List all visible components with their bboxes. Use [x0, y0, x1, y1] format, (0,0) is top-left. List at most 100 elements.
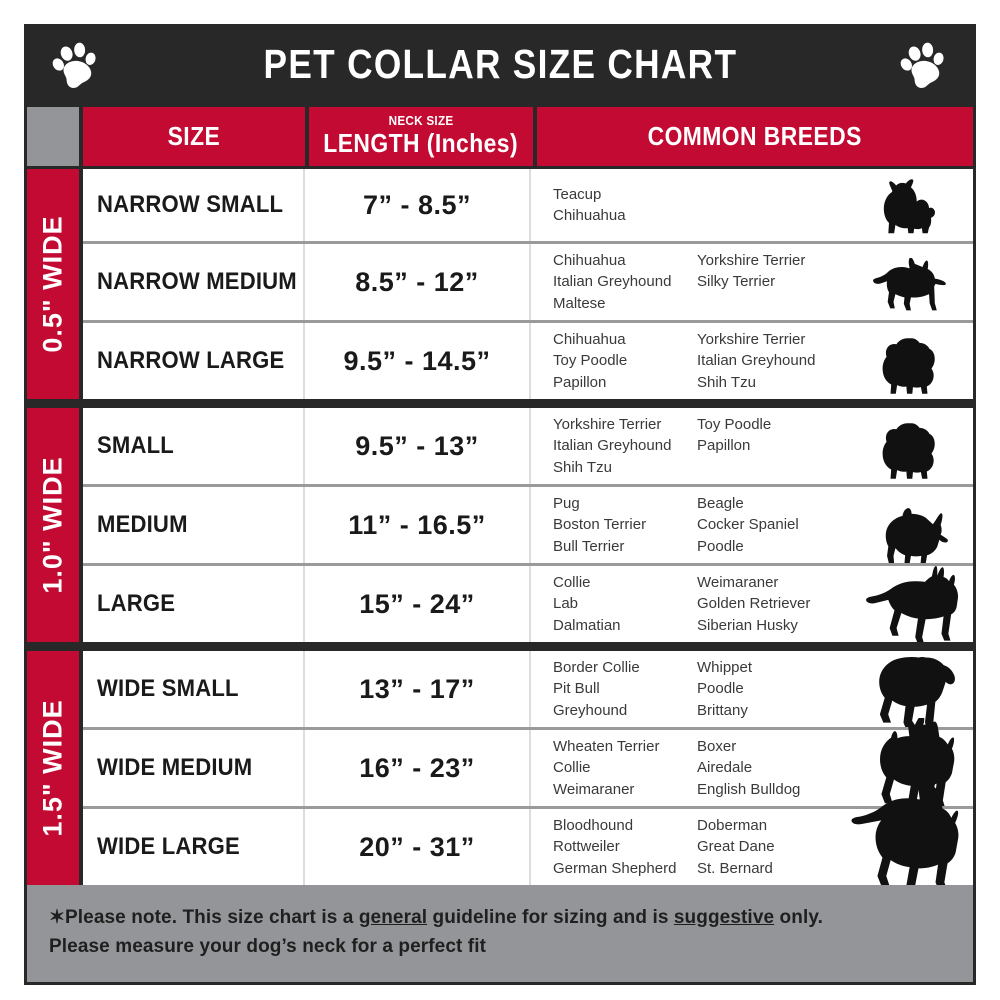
cell-size-label: MEDIUM [97, 511, 188, 538]
cell-common-breeds: Wheaten Terrier Collie Weimaraner Boxer Aire… [531, 718, 973, 806]
breed-column-2: Boxer Airedale English Bulldog [697, 736, 847, 800]
table-row: SMALL 9.5” - 13” Yorkshire Terrier Italian … [83, 408, 973, 487]
footer-note-suffix: only. [774, 907, 823, 928]
table-row: NARROW MEDIUM 8.5” - 12” Chihuahua Italian … [83, 244, 973, 323]
cell-size: NARROW MEDIUM [83, 244, 305, 320]
header-blank-cell [27, 107, 79, 166]
boxer-silhouette [849, 718, 969, 806]
cell-size-label: WIDE SMALL [97, 675, 239, 702]
breed-columns: Wheaten Terrier Collie Weimaraner Boxer Aire… [553, 736, 847, 800]
breed-column-2: Doberman Great Dane St. Bernard [697, 815, 847, 879]
cell-neck-length: 7” - 8.5” [305, 169, 531, 241]
breed-name: Toy Poodle [697, 416, 772, 434]
breed-name: Teacup [553, 185, 602, 203]
cell-common-breeds: Teacup Chihuahua [531, 169, 973, 241]
breed-name: Yorkshire Terrier [553, 416, 662, 434]
cell-size-label: NARROW SMALL [97, 191, 284, 218]
breed-column-2: Weimaraner Golden Retriever Siberian Husky [697, 572, 847, 636]
breed-column-2 [697, 184, 847, 227]
cell-common-breeds: Pug Boston Terrier Bull Terrier Beagle Cocke… [531, 487, 973, 563]
footer-note: ✶Please note. This size chart is a gener… [27, 885, 973, 982]
table-row: NARROW SMALL 7” - 8.5” Teacup Chihuahua [83, 169, 973, 244]
cell-common-breeds: Collie Lab Dalmatian Weimaraner Golden Retri… [531, 566, 973, 642]
breed-column-1: Chihuahua Toy Poodle Papillon [553, 329, 697, 393]
breed-columns: Border Collie Pit Bull Greyhound Whippet Poo… [553, 657, 847, 721]
column-header-length-label: LENGTH (Inches) [323, 128, 519, 158]
group-separator [27, 642, 973, 651]
footer-note-line-2: Please measure your dog’s neck for a per… [49, 936, 487, 958]
cell-size: WIDE MEDIUM [83, 730, 305, 806]
cell-neck-length: 20” - 31” [305, 809, 531, 885]
group-rows: WIDE SMALL 13” - 17” Border Collie Pit Bull… [83, 651, 973, 885]
breed-columns: Chihuahua Italian Greyhound Maltese Yorkshi… [553, 250, 847, 314]
footer-note-underline-general: general [358, 907, 428, 928]
breed-name: Shih Tzu [697, 373, 756, 391]
breed-columns: Teacup Chihuahua [553, 184, 847, 227]
shepherd-silhouette [849, 566, 969, 642]
breed-name: Cocker Spaniel [697, 516, 799, 534]
group-rows: NARROW SMALL 7” - 8.5” Teacup Chihuahua NARR… [83, 169, 973, 399]
yorkshire-terrier-silhouette [849, 169, 969, 241]
breed-column-1: Teacup Chihuahua [553, 184, 697, 227]
pomeranian-silhouette [849, 408, 969, 484]
footer-note-prefix: ✶Please note. This size chart is a [49, 907, 359, 928]
footer-note-middle: guideline for sizing and is [427, 907, 674, 928]
breed-name: Weimaraner [553, 780, 635, 798]
breed-name: Boston Terrier [553, 516, 647, 534]
breed-name: Doberman [697, 817, 768, 835]
group-width-label: 1.5" WIDE [27, 651, 79, 885]
breed-name: Weimaraner [697, 574, 779, 592]
breed-name: Rottweiler [553, 838, 620, 856]
breed-name: Pug [553, 495, 580, 513]
cell-size-label: NARROW MEDIUM [97, 268, 297, 295]
group-width-label-text: 1.0" WIDE [37, 456, 68, 594]
breed-name: Pit Bull [553, 680, 600, 698]
breed-name: Great Dane [697, 838, 775, 856]
cell-neck-length: 16” - 23” [305, 730, 531, 806]
breed-name: Border Collie [553, 659, 640, 677]
group-rows: SMALL 9.5” - 13” Yorkshire Terrier Italian … [83, 408, 973, 642]
breed-column-2: Beagle Cocker Spaniel Poodle [697, 493, 847, 557]
breed-column-2: Whippet Poodle Brittany [697, 657, 847, 721]
cell-size-label: LARGE [97, 590, 176, 617]
cell-neck-length: 15” - 24” [305, 566, 531, 642]
breed-name: Italian Greyhound [697, 352, 816, 370]
size-group-2: 1.0" WIDE SMALL 9.5” - 13” Yorkshire Terrie… [27, 408, 973, 642]
breed-columns: Pug Boston Terrier Bull Terrier Beagle Cocke… [553, 493, 847, 557]
breed-name: Papillon [553, 373, 607, 391]
breed-name: Shih Tzu [553, 458, 612, 476]
breed-name: Lab [553, 595, 579, 613]
breed-name: Yorkshire Terrier [697, 252, 806, 270]
breed-name: Whippet [697, 659, 753, 677]
chihuahua-silhouette [849, 244, 969, 320]
breed-name: Bloodhound [553, 817, 634, 835]
cell-neck-length: 9.5” - 13” [305, 408, 531, 484]
cell-common-breeds: Bloodhound Rottweiler German Shepherd Dober… [531, 781, 973, 885]
cell-size: SMALL [83, 408, 305, 484]
cell-neck-length: 11” - 16.5” [305, 487, 531, 563]
breed-name: Airedale [697, 759, 753, 777]
cell-size: NARROW LARGE [83, 323, 305, 399]
column-header-size: SIZE [83, 107, 305, 166]
size-group-1: 0.5" WIDE NARROW SMALL 7” - 8.5” Teacup Chih… [27, 169, 973, 399]
breed-name: Siberian Husky [697, 616, 798, 634]
cell-size: NARROW SMALL [83, 169, 305, 241]
breed-column-1: Yorkshire Terrier Italian Greyhound Shih T… [553, 414, 697, 478]
breed-columns: Yorkshire Terrier Italian Greyhound Shih T… [553, 414, 847, 478]
pet-collar-size-chart: PET COLLAR SIZE CHART SIZE NECK SIZE [24, 24, 976, 985]
table-row: WIDE MEDIUM 16” - 23” Wheaten Terrier Colli… [83, 718, 973, 809]
breed-name: St. Bernard [697, 859, 773, 877]
breed-name: Toy Poodle [553, 352, 628, 370]
cell-size-label: WIDE MEDIUM [97, 754, 253, 781]
pomeranian-silhouette [849, 323, 969, 399]
cell-size-label: SMALL [97, 432, 174, 459]
breed-name: Bull Terrier [553, 537, 625, 555]
bulldog-silhouette [849, 651, 969, 727]
cell-neck-length: 8.5” - 12” [305, 244, 531, 320]
breed-name: Italian Greyhound [553, 437, 672, 455]
table-body: 0.5" WIDE NARROW SMALL 7” - 8.5” Teacup Chih… [27, 169, 973, 885]
group-width-label-text: 1.5" WIDE [37, 699, 68, 837]
breed-name: German Shepherd [553, 859, 677, 877]
breed-column-1: Border Collie Pit Bull Greyhound [553, 657, 697, 721]
breed-name: Maltese [553, 294, 606, 312]
